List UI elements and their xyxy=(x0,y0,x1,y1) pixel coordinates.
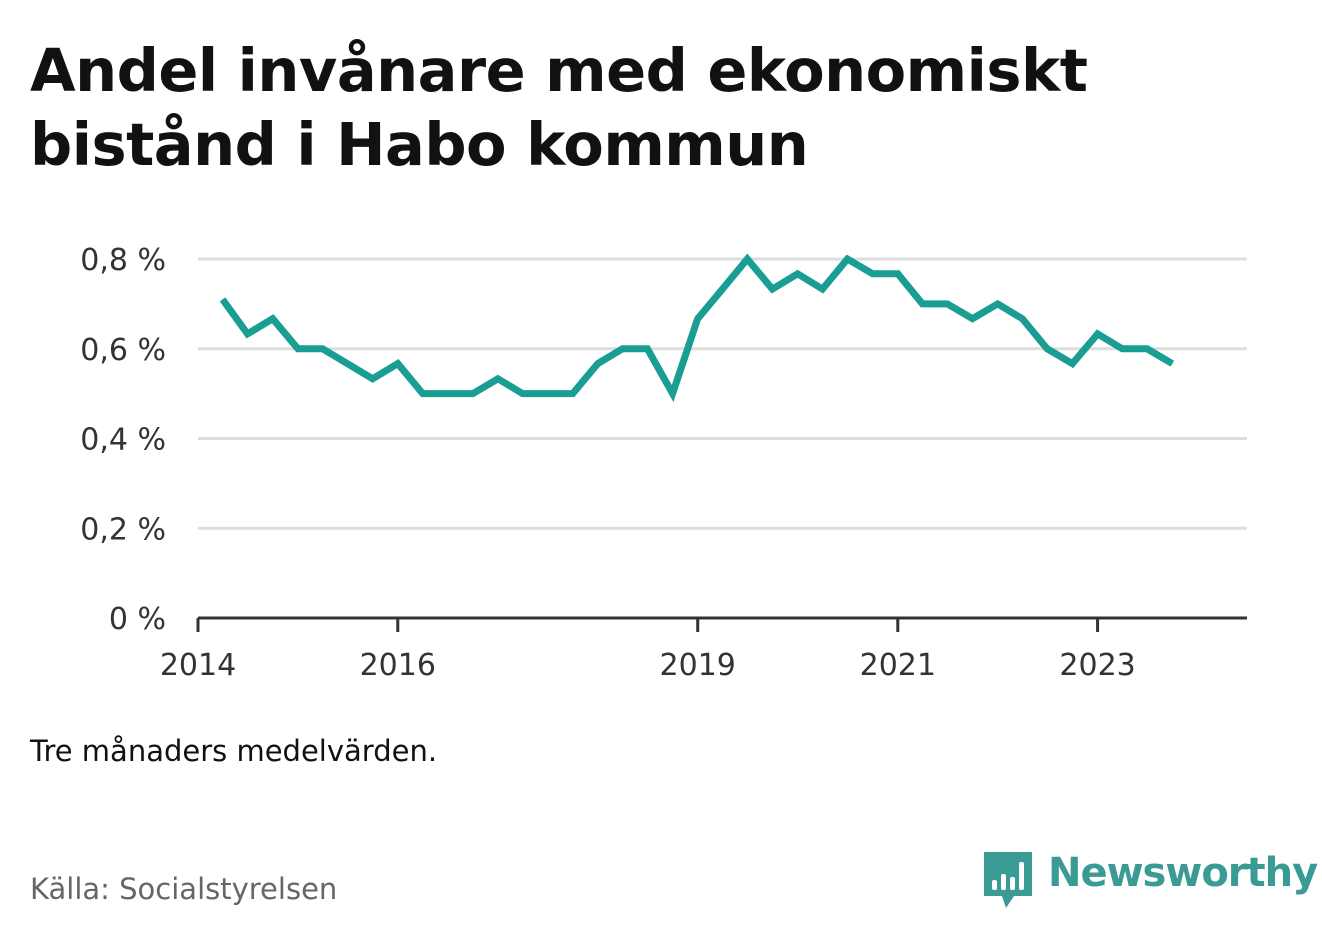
data-point xyxy=(272,318,274,320)
data-point xyxy=(1121,348,1123,350)
data-point xyxy=(921,303,923,305)
data-point xyxy=(846,258,848,260)
data-point xyxy=(897,273,899,275)
y-tick-label: 0 % xyxy=(109,602,166,637)
series-layer xyxy=(219,253,1175,403)
series-line xyxy=(219,253,1175,403)
brand-logo: Newsworthy xyxy=(980,848,1318,912)
data-point xyxy=(1146,348,1148,350)
y-tick-label: 0,4 % xyxy=(80,423,166,458)
data-point xyxy=(546,393,548,395)
x-tick-label: 2023 xyxy=(1059,648,1135,683)
brand-name: Newsworthy xyxy=(1048,850,1318,896)
data-point xyxy=(222,298,224,300)
data-point xyxy=(672,393,674,395)
data-point xyxy=(447,393,449,395)
data-point xyxy=(322,348,324,350)
y-tick-label: 0,8 % xyxy=(80,243,166,278)
source-credit: Källa: Socialstyrelsen xyxy=(30,872,338,906)
gridlines xyxy=(198,257,1247,530)
data-point xyxy=(1097,333,1099,335)
data-point xyxy=(646,348,648,350)
data-point xyxy=(1046,348,1048,350)
data-point xyxy=(997,303,999,305)
data-point xyxy=(247,333,249,335)
x-axis: 2014 2016 2019 2021 2023 xyxy=(160,616,1247,683)
data-point xyxy=(872,273,874,275)
y-tick-label: 0,6 % xyxy=(80,333,166,368)
chart-note: Tre månaders medelvärden. xyxy=(30,734,438,768)
data-point xyxy=(1021,318,1023,320)
data-point xyxy=(1171,363,1173,365)
y-axis: 0 % 0,2 % 0,4 % 0,6 % 0,8 % xyxy=(80,243,166,637)
data-point xyxy=(797,273,799,275)
data-point xyxy=(346,363,348,365)
data-point xyxy=(621,348,623,350)
data-point xyxy=(522,393,524,395)
x-tick-label: 2014 xyxy=(160,648,236,683)
data-point xyxy=(397,363,399,365)
data-point xyxy=(597,363,599,365)
data-point xyxy=(721,288,723,290)
x-tick-label: 2016 xyxy=(360,648,436,683)
data-point xyxy=(297,348,299,350)
data-point xyxy=(746,258,748,260)
x-tick-label: 2019 xyxy=(660,648,736,683)
data-point xyxy=(372,378,374,380)
data-point xyxy=(972,318,974,320)
data-point xyxy=(697,318,699,320)
x-tick-label: 2021 xyxy=(860,648,936,683)
data-point xyxy=(946,303,948,305)
data-point xyxy=(472,393,474,395)
y-tick-label: 0,2 % xyxy=(80,512,166,547)
data-point xyxy=(771,288,773,290)
newsworthy-logo-icon xyxy=(984,852,1032,908)
data-point xyxy=(422,393,424,395)
data-point xyxy=(1071,363,1073,365)
chart-title: Andel invånare med ekonomiskt bistånd i … xyxy=(30,36,1088,179)
data-point xyxy=(497,378,499,380)
data-point xyxy=(822,288,824,290)
data-point xyxy=(572,393,574,395)
